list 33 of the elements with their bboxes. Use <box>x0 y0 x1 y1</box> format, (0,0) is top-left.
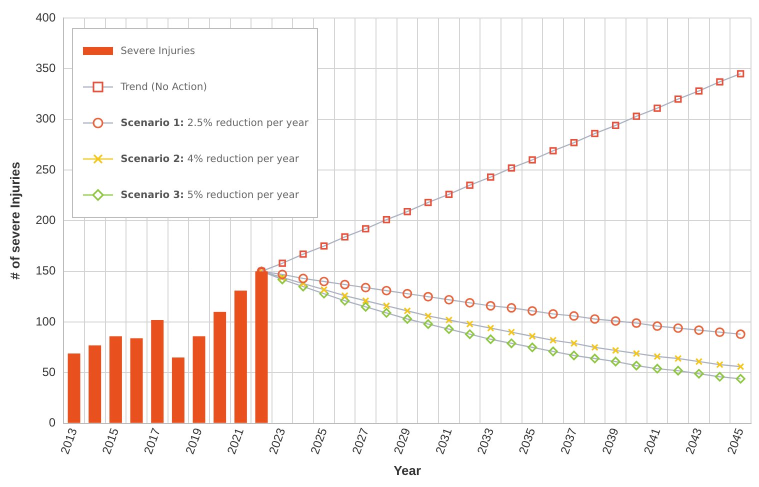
y-tick-label: 200 <box>36 213 56 228</box>
x-tick-label: 2035 <box>516 426 538 456</box>
x-tick-label: 2025 <box>308 426 330 456</box>
y-tick-label: 150 <box>36 264 56 278</box>
x-tick-label: 2045 <box>724 426 747 456</box>
x-tick-label: 2027 <box>349 426 372 456</box>
y-tick-label: 350 <box>36 60 56 75</box>
x-tick-label: 2033 <box>474 426 497 456</box>
x-tick-label: 2017 <box>141 426 164 456</box>
legend-label: Severe Injuries <box>120 46 196 56</box>
y-tick-label: 300 <box>36 112 56 126</box>
y-tick-label: 0 <box>48 416 56 430</box>
legend-label: Scenario 3: 5% reduction per year <box>120 190 299 200</box>
y-tick-label: 50 <box>42 365 56 380</box>
x-tick-label: 2013 <box>58 426 80 456</box>
x-tick-label: 2031 <box>432 426 456 456</box>
x-tick-label: 2015 <box>99 426 122 456</box>
y-tick-label: 400 <box>36 10 56 24</box>
x-axis-title: Year <box>394 462 422 478</box>
x-tick-label: 2039 <box>599 426 622 456</box>
x-tick-label: 2043 <box>682 426 705 456</box>
x-tick-label: 2037 <box>558 426 580 456</box>
y-tick-label: 250 <box>36 162 56 176</box>
legend-label: Trend (No Action) <box>120 82 208 92</box>
x-tick-label: 2021 <box>224 426 247 456</box>
legend-label: Scenario 1: 2.5% reduction per year <box>120 118 308 128</box>
y-tick-label: 100 <box>36 314 56 328</box>
x-tick-label: 2019 <box>182 426 206 456</box>
legend-label: Scenario 2: 4% reduction per year <box>120 154 299 164</box>
y-axis-title: # of severe Injuries <box>7 162 22 280</box>
x-tick-label: 2023 <box>266 426 288 456</box>
x-tick-label: 2029 <box>390 426 414 456</box>
x-tick-label: 2041 <box>640 426 664 456</box>
